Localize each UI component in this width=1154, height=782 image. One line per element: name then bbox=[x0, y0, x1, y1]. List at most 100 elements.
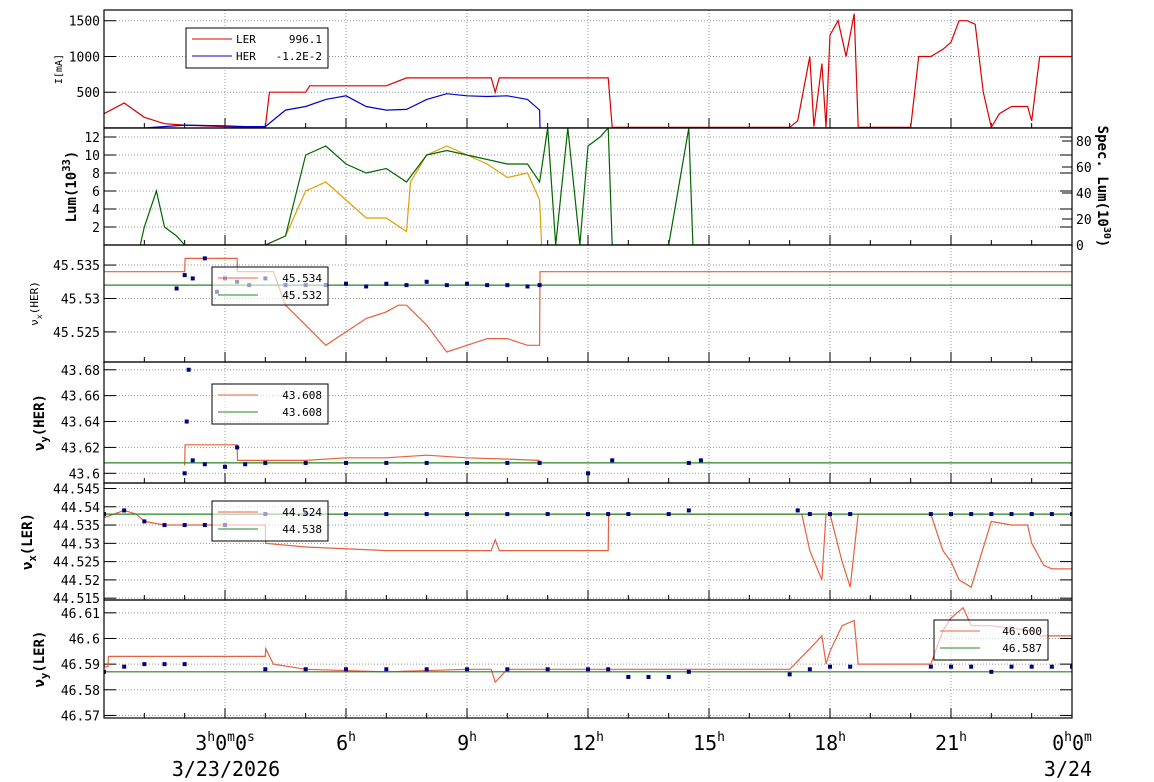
x-tick-main3: 0 bbox=[235, 731, 247, 755]
panel-3-series-3-point bbox=[485, 283, 490, 288]
panel-6-legend-box bbox=[933, 619, 1049, 661]
panel-2-ylabel-close: ) bbox=[64, 151, 80, 159]
panel-2-ytick-right-label: 80 bbox=[1076, 135, 1092, 150]
panel-5-series-3-point bbox=[182, 523, 187, 528]
panel-4-series-3-point bbox=[686, 460, 691, 465]
panel-3-legend: 45.534 45.532 bbox=[211, 266, 329, 306]
panel-4-series-3-point bbox=[610, 458, 615, 463]
panel-5-series-3-point bbox=[122, 508, 127, 513]
panel-1-series-1-line bbox=[104, 13, 1072, 128]
panel-4-series-3-point bbox=[223, 464, 227, 469]
panel-3-series-3-point bbox=[202, 256, 207, 261]
panel-3-ylabel-rest: (HER) bbox=[28, 281, 41, 314]
x-tick-sup: h bbox=[717, 730, 725, 745]
panel-5-series-3-point bbox=[104, 512, 106, 517]
panel-5-series-3-point bbox=[848, 512, 853, 517]
panel-6-series-3-point bbox=[1009, 664, 1014, 669]
panel-2-ytick-label: 12 bbox=[84, 131, 100, 146]
panel-3-series-3-point bbox=[364, 284, 369, 289]
panel-6-series-3-point bbox=[263, 667, 268, 672]
panel-6-series-3-point bbox=[686, 669, 691, 674]
x-tick-sup2: m bbox=[227, 730, 235, 745]
panel-4-series-3-point bbox=[243, 462, 248, 467]
x-date-start: 3/23/2026 bbox=[172, 757, 280, 781]
panel-4-legend-value: 43.608 bbox=[282, 406, 322, 419]
panel-5-series-3-point bbox=[807, 512, 812, 517]
panel-3-series-3-point bbox=[424, 279, 429, 284]
panel-4-legend: 43.608 43.608 bbox=[211, 383, 329, 425]
panel-5-series-3-point bbox=[505, 512, 510, 517]
panel-2-ylabel-right-exp: 30 bbox=[1101, 227, 1112, 239]
panel-5-series-3-point bbox=[828, 512, 832, 517]
panel-4-series-1-line bbox=[184, 444, 540, 466]
panel-1-ytick-label: 1500 bbox=[69, 15, 100, 30]
panel-6-ytick-label: 46.57 bbox=[61, 709, 100, 724]
panel-4-series-3-point bbox=[384, 460, 389, 465]
panel-3-legend-box bbox=[211, 266, 329, 306]
x-tick-main: 6 bbox=[336, 731, 348, 755]
x-tick-main: 15 bbox=[693, 731, 717, 755]
panel-4-ytick-label: 43.64 bbox=[61, 416, 100, 431]
x-tick-label: 12h bbox=[572, 730, 604, 755]
panel-5-ytick-label: 44.545 bbox=[53, 482, 100, 497]
panel-1: 500 1000 1500 LER 996.1 HER -1.2E-2 I[mA] bbox=[54, 9, 1073, 129]
x-tick-main: 0 bbox=[1052, 731, 1064, 755]
panel-5-series-3-point bbox=[202, 523, 207, 528]
panel-2-ylabel-exp: 33 bbox=[61, 159, 73, 172]
panel-4-series-3-point bbox=[424, 460, 429, 465]
panel-1-ytick-label: 500 bbox=[77, 86, 100, 101]
panel-2-ylabel: Lum(1033) bbox=[61, 151, 80, 223]
panel-5-series-3-point bbox=[465, 512, 469, 517]
panel-6-series-3-point bbox=[928, 664, 933, 669]
panel-4-ytick-label: 43.62 bbox=[61, 441, 100, 456]
x-tick-sup: h bbox=[348, 730, 356, 745]
panel-4-series-3-point bbox=[184, 419, 189, 424]
x-tick-label: 3h0m0s bbox=[195, 730, 255, 755]
panel-6-series-3-point bbox=[465, 667, 469, 672]
panel-4-series-3-point bbox=[182, 471, 187, 476]
panel-6-series-3-point bbox=[1049, 664, 1054, 669]
panel-6-series-3-point bbox=[626, 674, 631, 679]
panel-5-ytick-label: 44.515 bbox=[53, 592, 100, 607]
panel-6-series-3-point bbox=[1070, 664, 1072, 669]
panel-3-ytick-label: 45.53 bbox=[61, 292, 100, 307]
x-date-end: 3/24 bbox=[1044, 757, 1092, 781]
panel-2-ylabel-text: Lum(10 bbox=[64, 172, 80, 223]
panel-4-legend-box bbox=[211, 383, 329, 425]
panel-1-legend-name: LER bbox=[236, 33, 256, 46]
panel-4-series bbox=[104, 367, 1072, 476]
panel-6-frame bbox=[103, 599, 1073, 719]
panel-5-series-3-point bbox=[949, 512, 953, 517]
panel-3-series-3-point bbox=[384, 281, 389, 286]
x-tick-label: 9h bbox=[457, 730, 477, 755]
x-tick-sup: h bbox=[596, 730, 604, 745]
panel-3-legend-value: 45.534 bbox=[282, 272, 322, 285]
panel-5-series-3-point bbox=[626, 512, 631, 517]
panel-3-series-3-point bbox=[525, 284, 530, 289]
panel-4-series-3-point bbox=[698, 458, 703, 463]
panel-6-series-3-point bbox=[545, 667, 550, 672]
x-tick-sup3: s bbox=[247, 730, 255, 745]
panel-2-ytick-label: 8 bbox=[92, 167, 100, 182]
panel-5-ylabel-text: ν bbox=[20, 562, 36, 570]
panel-5-series-3-point bbox=[162, 523, 167, 528]
panel-3-ytick-label: 45.525 bbox=[53, 326, 100, 341]
panel-5-ylabel-sub: x bbox=[27, 555, 39, 562]
panel-3-series-3-point bbox=[174, 286, 179, 291]
panel-6-ylabel-rest: (LER) bbox=[32, 631, 48, 673]
panel-5-ytick-label: 44.53 bbox=[61, 537, 100, 552]
panel-2-ylabel-right: Spec. Lum(1030) bbox=[1094, 126, 1112, 248]
panel-6-ytick-label: 46.59 bbox=[61, 658, 100, 673]
x-tick-main: 9 bbox=[457, 731, 469, 755]
x-tick-main: 18 bbox=[814, 731, 838, 755]
panel-4-series-3-point bbox=[537, 460, 542, 465]
panel-2-ytick-right-label: 40 bbox=[1076, 187, 1092, 202]
panel-4-series-3-point bbox=[202, 462, 207, 467]
panel-4-ylabel-rest: (HER) bbox=[32, 394, 48, 436]
panel-4-series-3-point bbox=[303, 460, 308, 465]
panel-6-series-3-point bbox=[424, 667, 429, 672]
panel-6-series-3-point bbox=[162, 662, 167, 667]
panel-3-legend-value: 45.532 bbox=[282, 289, 322, 302]
panel-3-series-3-point bbox=[537, 283, 542, 288]
